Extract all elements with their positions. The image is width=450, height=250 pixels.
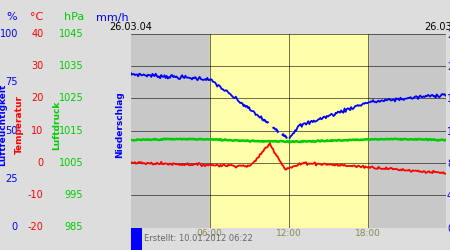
Text: 40: 40 [32, 29, 44, 39]
Text: 1005: 1005 [58, 158, 83, 168]
Text: 1025: 1025 [58, 93, 83, 103]
Text: 30: 30 [32, 61, 44, 71]
Text: %: % [6, 12, 17, 22]
Text: Niederschlag: Niederschlag [115, 92, 124, 158]
Text: Luftfeuchtigkeit: Luftfeuchtigkeit [0, 84, 7, 166]
Text: 50: 50 [5, 126, 18, 136]
Text: -20: -20 [28, 222, 44, 232]
Text: Erstellt: 10.01.2012 06:22: Erstellt: 10.01.2012 06:22 [144, 234, 253, 243]
Text: 100: 100 [0, 29, 18, 39]
Text: 995: 995 [65, 190, 83, 200]
Bar [210, 34, 368, 228]
Text: 75: 75 [5, 77, 18, 87]
Text: Luftdruck: Luftdruck [52, 100, 61, 150]
Text: -10: -10 [28, 190, 44, 200]
Text: 1035: 1035 [58, 61, 83, 71]
Text: °C: °C [30, 12, 44, 22]
Text: mm/h: mm/h [96, 12, 129, 22]
Text: Temperatur: Temperatur [15, 96, 24, 154]
Text: hPa: hPa [64, 12, 85, 22]
Text: 0: 0 [37, 158, 44, 168]
Text: 0: 0 [12, 222, 18, 232]
Text: 20: 20 [31, 93, 44, 103]
Text: 985: 985 [65, 222, 83, 232]
Text: 1045: 1045 [58, 29, 83, 39]
Text: 25: 25 [5, 174, 18, 184]
Text: 1015: 1015 [58, 126, 83, 136]
Text: 10: 10 [32, 126, 44, 136]
